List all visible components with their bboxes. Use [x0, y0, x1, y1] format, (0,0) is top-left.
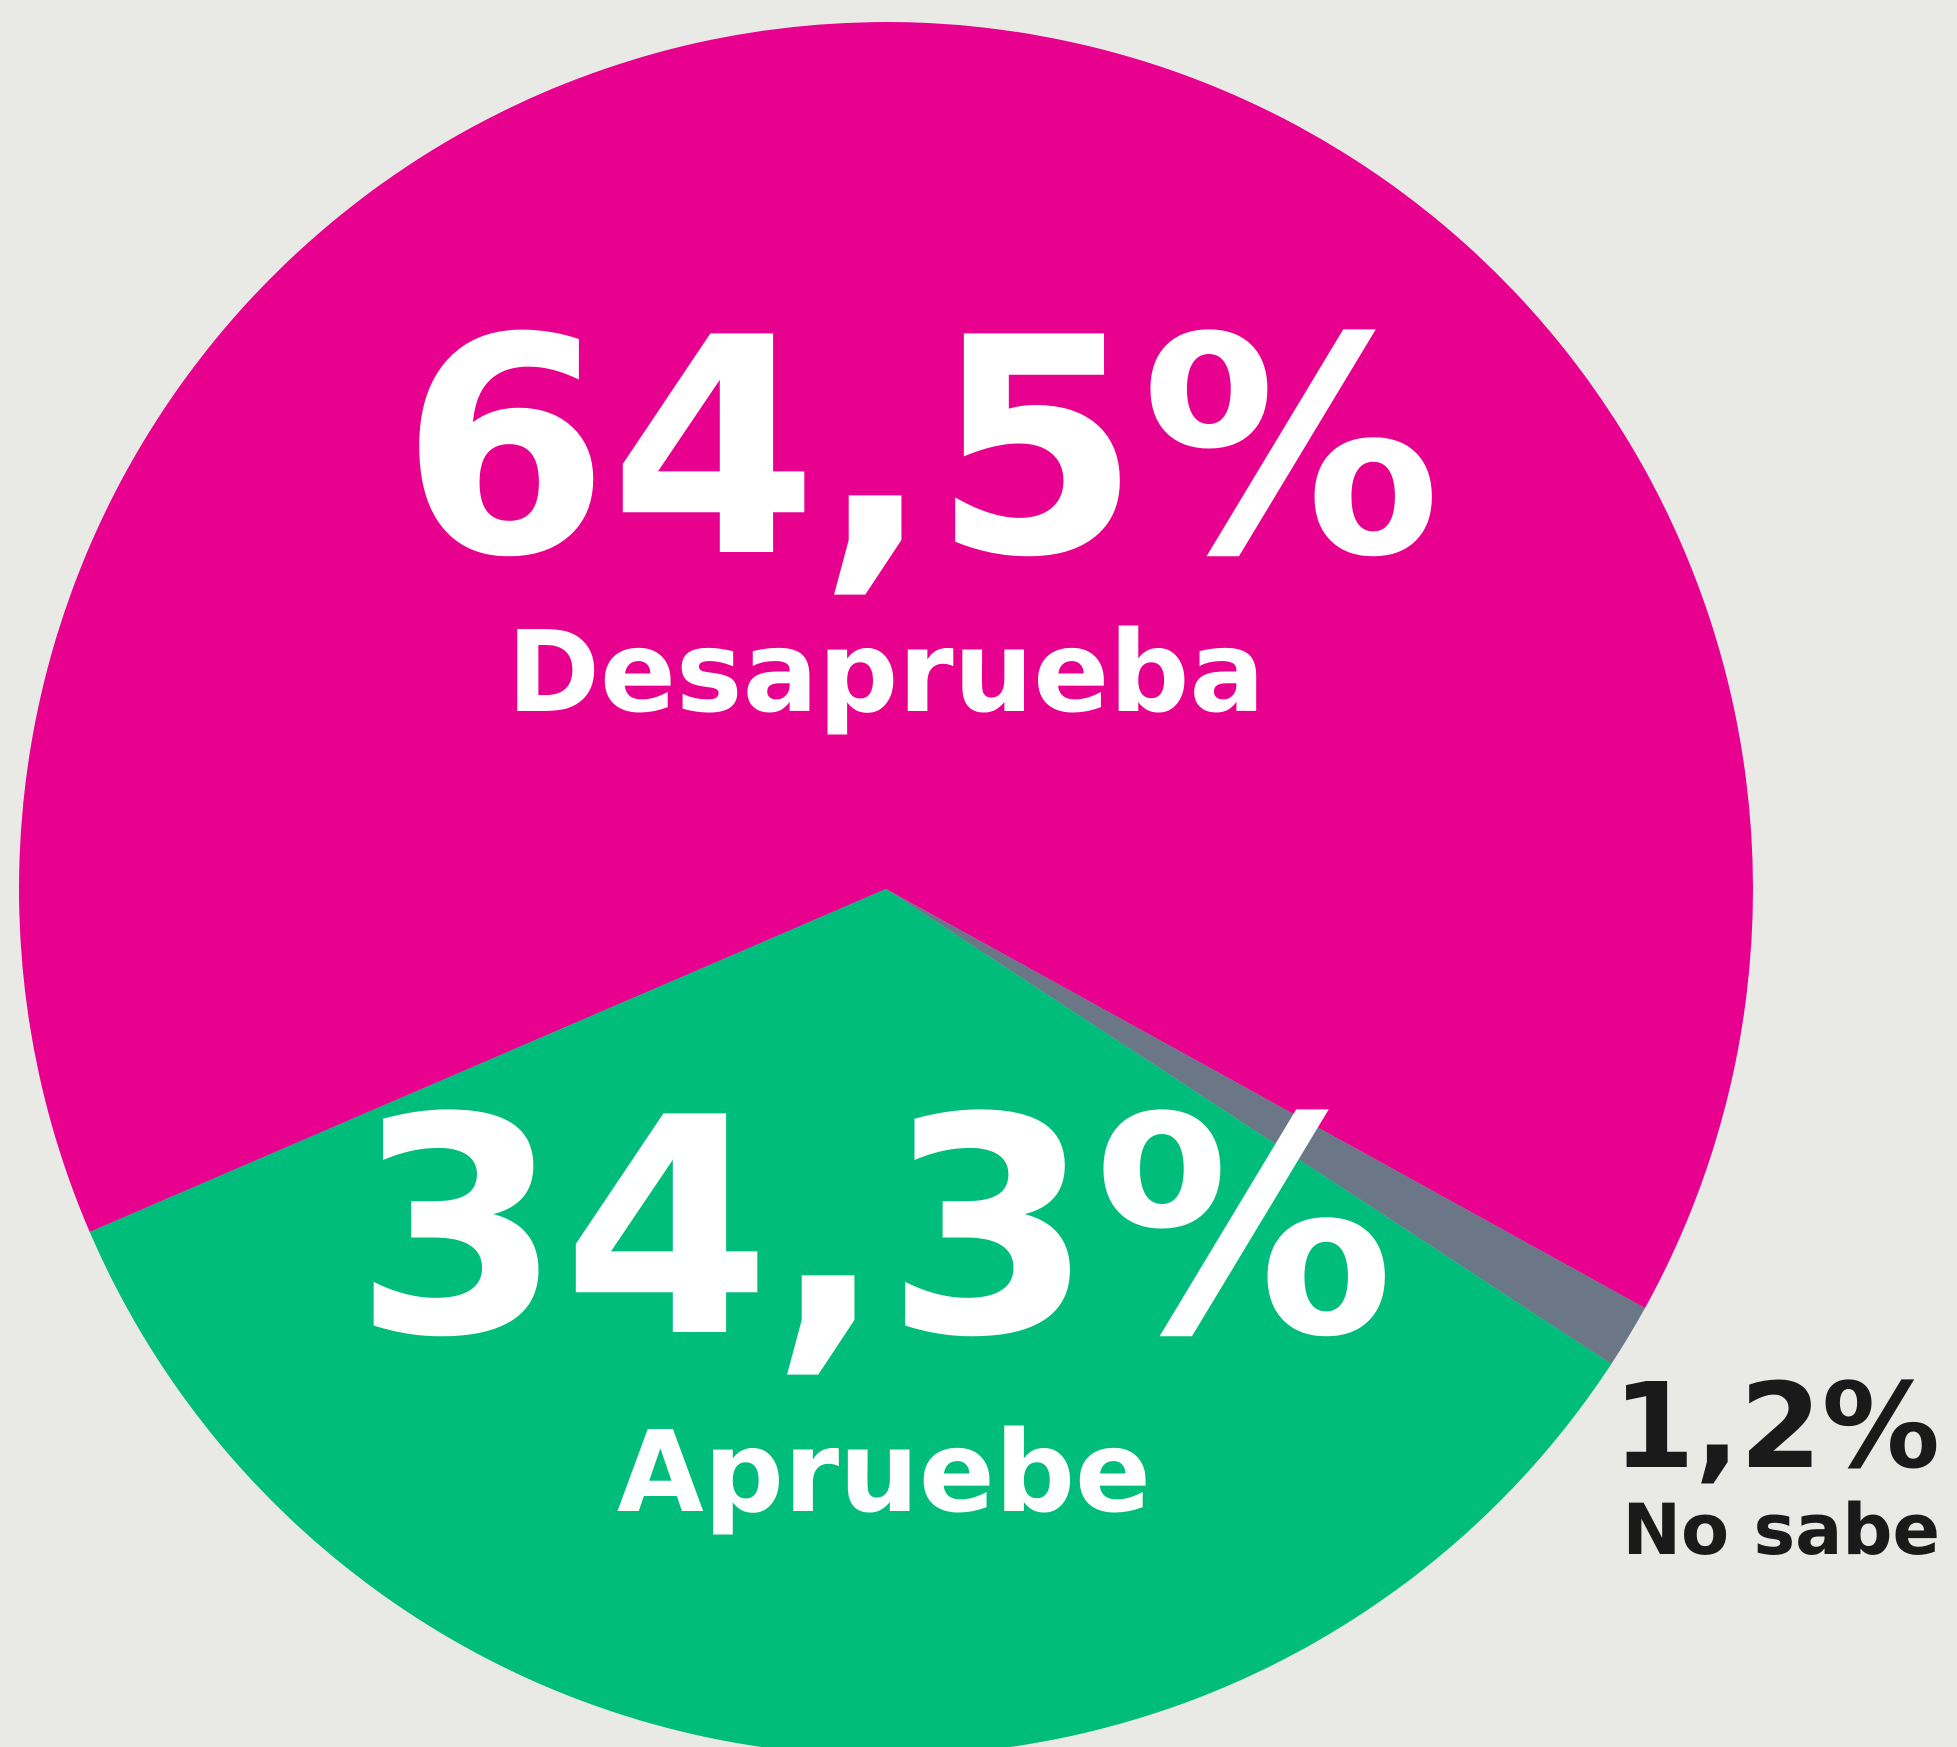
category-label: Desaprueba: [507, 608, 1265, 738]
pie-slice: [886, 889, 1646, 1364]
value-label: 34,3%: [354, 1054, 1395, 1403]
category-label: Apruebe: [617, 1408, 1151, 1538]
value-label: 1,2%: [1613, 1357, 1940, 1495]
value-label: 64,5%: [401, 274, 1442, 623]
pie-slice: [18, 21, 1754, 1309]
pie-slice: [89, 889, 1612, 1747]
category-label: No sabe: [1622, 1489, 1940, 1571]
